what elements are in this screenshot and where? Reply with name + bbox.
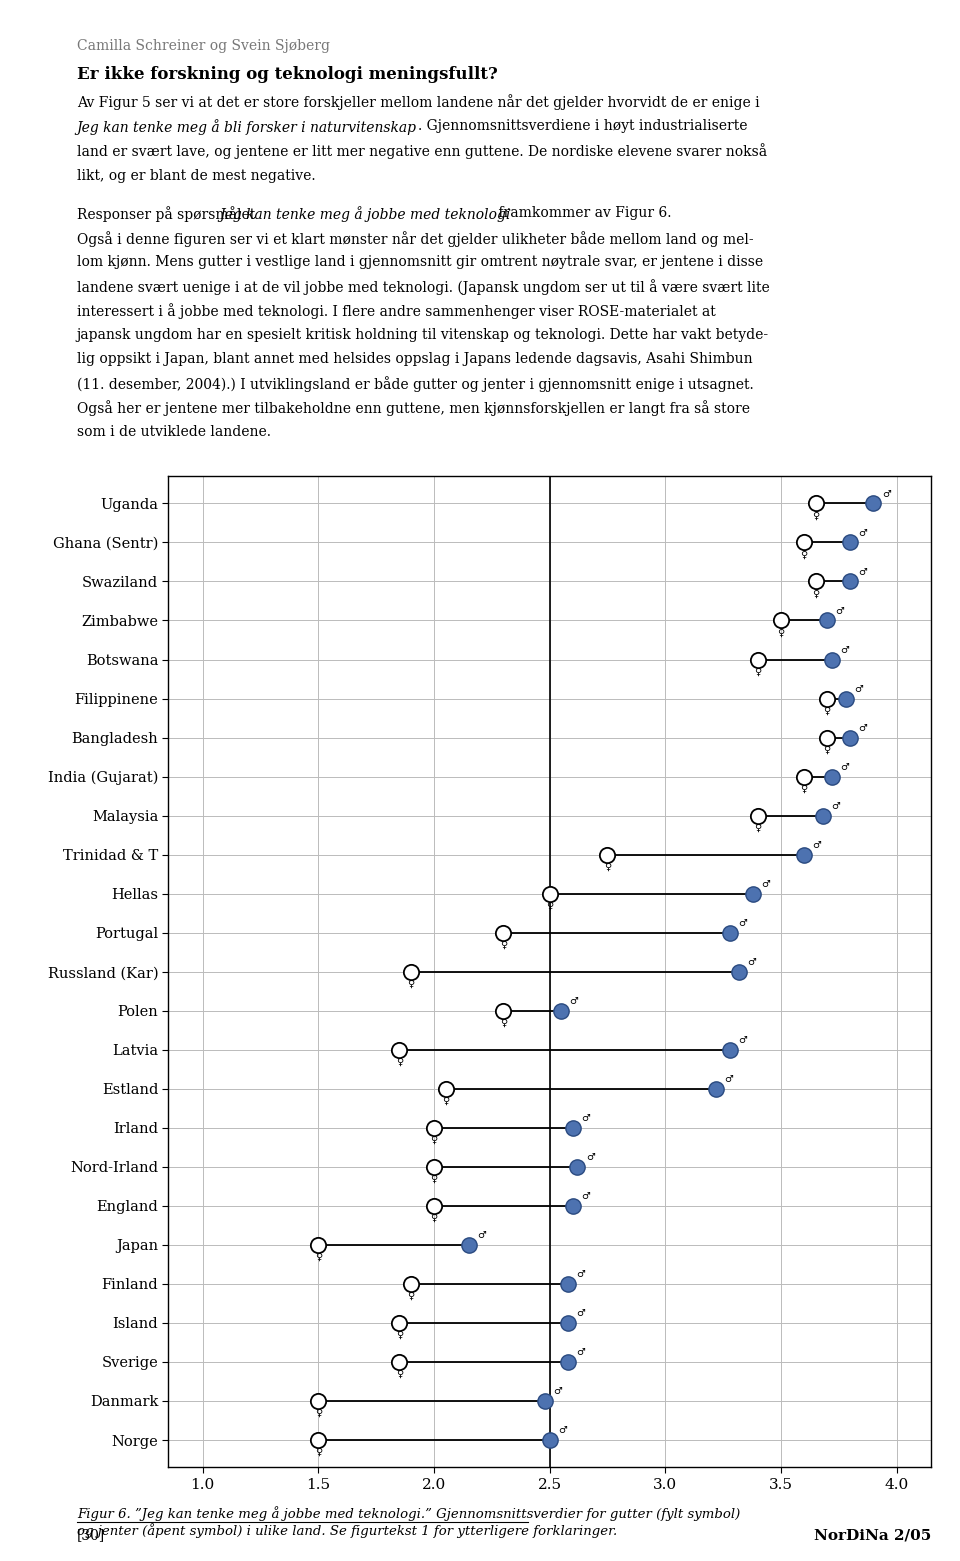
Text: ♀: ♀ [396, 1057, 403, 1066]
Text: ♂: ♂ [858, 528, 868, 539]
Text: ♂: ♂ [581, 1113, 589, 1124]
Text: ♀: ♀ [430, 1213, 438, 1222]
Text: Jeg kan tenke meg å jobbe med teknologi: Jeg kan tenke meg å jobbe med teknologi [219, 206, 511, 222]
Text: ♀: ♀ [824, 745, 830, 754]
Text: (11. desember, 2004).) I utviklingsland er både gutter og jenter i gjennomsnitt : (11. desember, 2004).) I utviklingsland … [77, 376, 754, 392]
Text: ♂: ♂ [748, 957, 756, 968]
Text: ♀: ♀ [500, 940, 507, 949]
Text: ♀: ♀ [407, 1291, 415, 1300]
Text: ♂: ♂ [738, 918, 747, 929]
Text: Er ikke forskning og teknologi meningsfullt?: Er ikke forskning og teknologi meningsfu… [77, 66, 497, 83]
Text: Responser på spørsmålet: Responser på spørsmålet [77, 206, 259, 222]
Text: ♂: ♂ [569, 996, 578, 1007]
Text: ♀: ♀ [407, 979, 415, 988]
Text: ♂: ♂ [882, 489, 891, 500]
Text: ♂: ♂ [477, 1230, 486, 1241]
Text: ♂: ♂ [858, 567, 868, 578]
Text: Camilla Schreiner og Svein Sjøberg: Camilla Schreiner og Svein Sjøberg [77, 39, 330, 53]
Text: ♂: ♂ [553, 1386, 563, 1397]
Text: ♀: ♀ [500, 1018, 507, 1027]
Text: ♀: ♀ [801, 549, 807, 559]
Text: ♀: ♀ [824, 706, 830, 715]
Text: japansk ungdom har en spesielt kritisk holdning til vitenskap og teknologi. Dett: japansk ungdom har en spesielt kritisk h… [77, 328, 769, 342]
Text: ♂: ♂ [586, 1152, 594, 1163]
Text: ♂: ♂ [577, 1347, 586, 1358]
Text: ♀: ♀ [604, 862, 611, 871]
Text: ♀: ♀ [430, 1135, 438, 1144]
Text: ♂: ♂ [812, 840, 821, 851]
Text: ♀: ♀ [812, 588, 819, 598]
Text: landene svært uenige i at de vil jobbe med teknologi. (Japansk ungdom ser ut til: landene svært uenige i at de vil jobbe m… [77, 279, 770, 295]
Text: som i de utviklede landene.: som i de utviklede landene. [77, 425, 271, 439]
Text: ♀: ♀ [315, 1408, 322, 1417]
Text: ♂: ♂ [858, 723, 868, 734]
Text: ♂: ♂ [761, 879, 770, 890]
Text: . Gjennomsnittsverdiene i høyt industrialiserte: . Gjennomsnittsverdiene i høyt industria… [418, 119, 747, 133]
Text: ♂: ♂ [577, 1308, 586, 1319]
Text: ♂: ♂ [558, 1425, 566, 1436]
Text: ♀: ♀ [812, 510, 819, 520]
Text: ♀: ♀ [396, 1369, 403, 1378]
Text: ♀: ♀ [396, 1330, 403, 1339]
Text: ♀: ♀ [755, 823, 761, 832]
Text: [30]: [30] [77, 1528, 105, 1542]
Text: ♂: ♂ [577, 1269, 586, 1280]
Text: interessert i å jobbe med teknologi. I flere andre sammenhenger viser ROSE-mater: interessert i å jobbe med teknologi. I f… [77, 303, 715, 320]
Text: ♀: ♀ [778, 628, 784, 637]
Text: ♀: ♀ [442, 1096, 449, 1105]
Text: Jeg kan tenke meg å bli forsker i naturvitenskap: Jeg kan tenke meg å bli forsker i naturv… [77, 119, 417, 134]
Text: NorDiNa 2/05: NorDiNa 2/05 [814, 1528, 931, 1542]
Text: ♂: ♂ [831, 801, 840, 812]
Text: ♂: ♂ [840, 645, 849, 656]
Text: ♀: ♀ [755, 667, 761, 676]
Text: ♂: ♂ [725, 1074, 733, 1085]
Text: Av Figur 5 ser vi at det er store forskjeller mellom landene når det gjelder hvo: Av Figur 5 ser vi at det er store forskj… [77, 94, 759, 109]
Text: ♂: ♂ [840, 762, 849, 773]
Text: Også i denne figuren ser vi et klart mønster når det gjelder ulikheter både mell: Også i denne figuren ser vi et klart møn… [77, 231, 754, 247]
Text: ♀: ♀ [315, 1252, 322, 1261]
Text: likt, og er blant de mest negative.: likt, og er blant de mest negative. [77, 169, 316, 183]
Text: lom kjønn. Mens gutter i vestlige land i gjennomsnitt gir omtrent nøytrale svar,: lom kjønn. Mens gutter i vestlige land i… [77, 256, 763, 268]
Text: ♂: ♂ [738, 1035, 747, 1046]
Text: ♀: ♀ [801, 784, 807, 793]
Text: lig oppsikt i Japan, blant annet med helsides oppslag i Japans ledende dagsavis,: lig oppsikt i Japan, blant annet med hel… [77, 353, 753, 365]
Text: Også her er jentene mer tilbakeholdne enn guttene, men kjønnsforskjellen er lang: Også her er jentene mer tilbakeholdne en… [77, 401, 750, 417]
Text: ♀: ♀ [430, 1174, 438, 1183]
Text: ♂: ♂ [854, 684, 863, 695]
Text: ♂: ♂ [581, 1191, 589, 1202]
Text: land er svært lave, og jentene er litt mer negative enn guttene. De nordiske ele: land er svært lave, og jentene er litt m… [77, 144, 767, 159]
Text: ♂: ♂ [835, 606, 844, 617]
Text: ♀: ♀ [546, 901, 553, 910]
Text: framkommer av Figur 6.: framkommer av Figur 6. [494, 206, 672, 220]
Text: Figur 6. ”Jeg kan tenke meg å jobbe med teknologi.” Gjennomsnittsverdier for gut: Figur 6. ”Jeg kan tenke meg å jobbe med … [77, 1506, 740, 1539]
Text: ♀: ♀ [315, 1447, 322, 1456]
